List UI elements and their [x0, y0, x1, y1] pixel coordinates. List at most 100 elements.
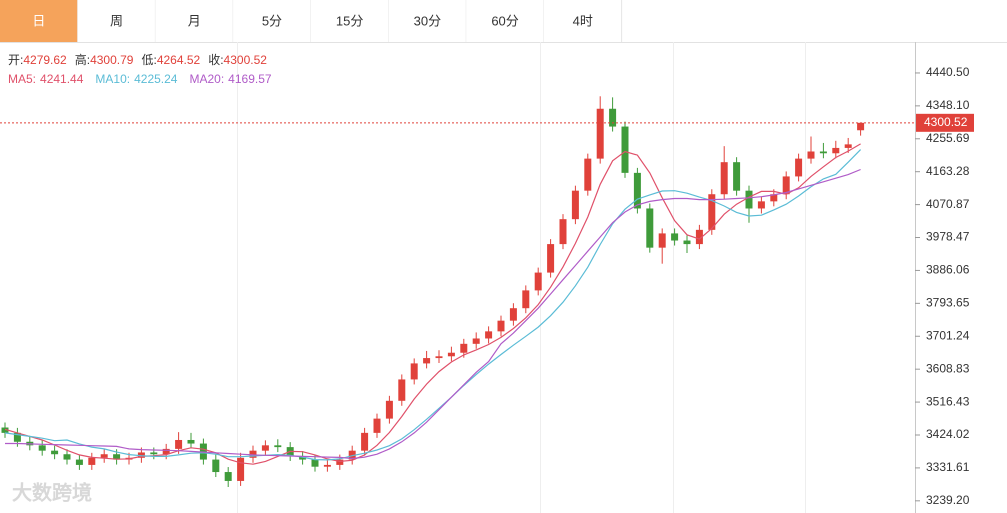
candle-body: [571, 190, 579, 220]
y-tick-label: 4255.69: [926, 131, 970, 145]
candle-body: [336, 459, 344, 465]
candle-body: [782, 176, 790, 195]
legend-name: MA5:: [8, 72, 36, 86]
candle-body: [832, 147, 840, 154]
candle-body: [385, 400, 393, 419]
tab-bg[interactable]: [0, 0, 78, 42]
candle-body: [609, 108, 617, 127]
candle-body: [757, 201, 765, 209]
candle-body: [745, 190, 753, 209]
tab-label[interactable]: 15分: [336, 13, 363, 28]
candle-body: [113, 454, 121, 460]
candle-body: [361, 432, 369, 451]
tab-label[interactable]: 30分: [414, 13, 441, 28]
candle-body: [807, 151, 815, 159]
candle-body: [38, 445, 46, 451]
ohlc-value: 4264.52: [157, 53, 201, 67]
y-tick-label: 4070.87: [926, 197, 970, 211]
candle-body: [88, 457, 96, 465]
ma-line: [5, 168, 861, 460]
y-tick-label: 4440.50: [926, 65, 970, 79]
candle-body: [398, 379, 406, 401]
candle-body: [733, 162, 741, 191]
candle-body: [559, 219, 567, 245]
candle-body: [212, 459, 220, 473]
tab-label[interactable]: 5分: [262, 13, 282, 28]
candle-body: [522, 290, 530, 309]
tab-label[interactable]: 周: [110, 13, 123, 28]
candle-body: [534, 272, 542, 291]
candle-body: [584, 158, 592, 191]
tab-bg[interactable]: [310, 0, 389, 42]
tab-bg[interactable]: [466, 0, 544, 42]
candle-body: [435, 356, 443, 359]
candle-body: [671, 233, 679, 241]
y-tick-label: 3608.83: [926, 361, 970, 375]
legend-value: 4169.57: [228, 72, 272, 86]
ohlc-label: 开:: [8, 53, 23, 67]
candle-body: [311, 459, 319, 467]
watermark: 大数跨境: [12, 480, 92, 504]
candle-body: [460, 343, 468, 353]
ohlc-value: 4279.62: [23, 53, 67, 67]
candle-body: [323, 464, 331, 467]
y-tick-label: 4348.10: [926, 98, 970, 112]
candle-body: [485, 331, 493, 339]
candle-body: [423, 358, 431, 364]
candle-body: [261, 445, 269, 451]
y-tick-label: 3331.61: [926, 460, 970, 474]
ohlc-label: 高:: [75, 52, 90, 67]
tab-bg[interactable]: [388, 0, 467, 42]
y-tick-label: 3424.02: [926, 427, 970, 441]
candle-body: [844, 144, 852, 148]
candle-body: [175, 439, 183, 449]
candle-body: [224, 472, 232, 481]
y-tick-label: 3239.20: [926, 493, 970, 507]
tab-label[interactable]: 4时: [573, 13, 593, 28]
candle-body: [497, 320, 505, 332]
candle-body: [857, 122, 865, 131]
y-tick-label: 3701.24: [926, 328, 970, 342]
candle-body: [720, 162, 728, 195]
tab-bg[interactable]: [155, 0, 234, 42]
candle-body: [683, 240, 691, 245]
legend-value: 4241.44: [40, 72, 84, 86]
candle-body: [1, 427, 9, 433]
ohlc-label: 低:: [141, 53, 156, 67]
candle-body: [237, 457, 245, 481]
tab-bg[interactable]: [233, 0, 311, 42]
candle-body: [633, 172, 641, 209]
tab-bg[interactable]: [543, 0, 622, 42]
last-price-box: [916, 113, 974, 132]
y-tick-label: 3886.06: [926, 263, 970, 277]
candle-body: [646, 208, 654, 248]
candle-body: [472, 338, 480, 344]
legend-name: MA20:: [189, 72, 224, 86]
candle-body: [547, 244, 555, 273]
candle-body: [13, 432, 21, 442]
tab-label[interactable]: 60分: [491, 13, 518, 28]
legend-value: 4225.24: [134, 72, 178, 86]
tab-label[interactable]: 日: [32, 13, 45, 28]
candle-body: [658, 233, 666, 248]
candle-body: [274, 445, 282, 448]
candle-body: [75, 459, 83, 465]
y-tick-label: 3793.65: [926, 296, 970, 310]
candle-body: [596, 108, 604, 159]
candle-body: [509, 308, 517, 321]
ma-line: [4, 149, 862, 461]
candle-body: [447, 352, 455, 357]
candle-body: [695, 229, 703, 245]
candle-body: [51, 450, 59, 455]
tab-label[interactable]: 月: [188, 13, 201, 28]
y-tick-label: 3516.43: [926, 394, 970, 408]
last-price-label: 4300.52: [924, 115, 968, 129]
tab-bg[interactable]: [77, 0, 156, 42]
candle-body: [621, 126, 629, 173]
candle-body: [299, 456, 307, 460]
candle-body: [150, 452, 158, 455]
candle-body: [249, 450, 257, 458]
candle-body: [162, 448, 170, 455]
